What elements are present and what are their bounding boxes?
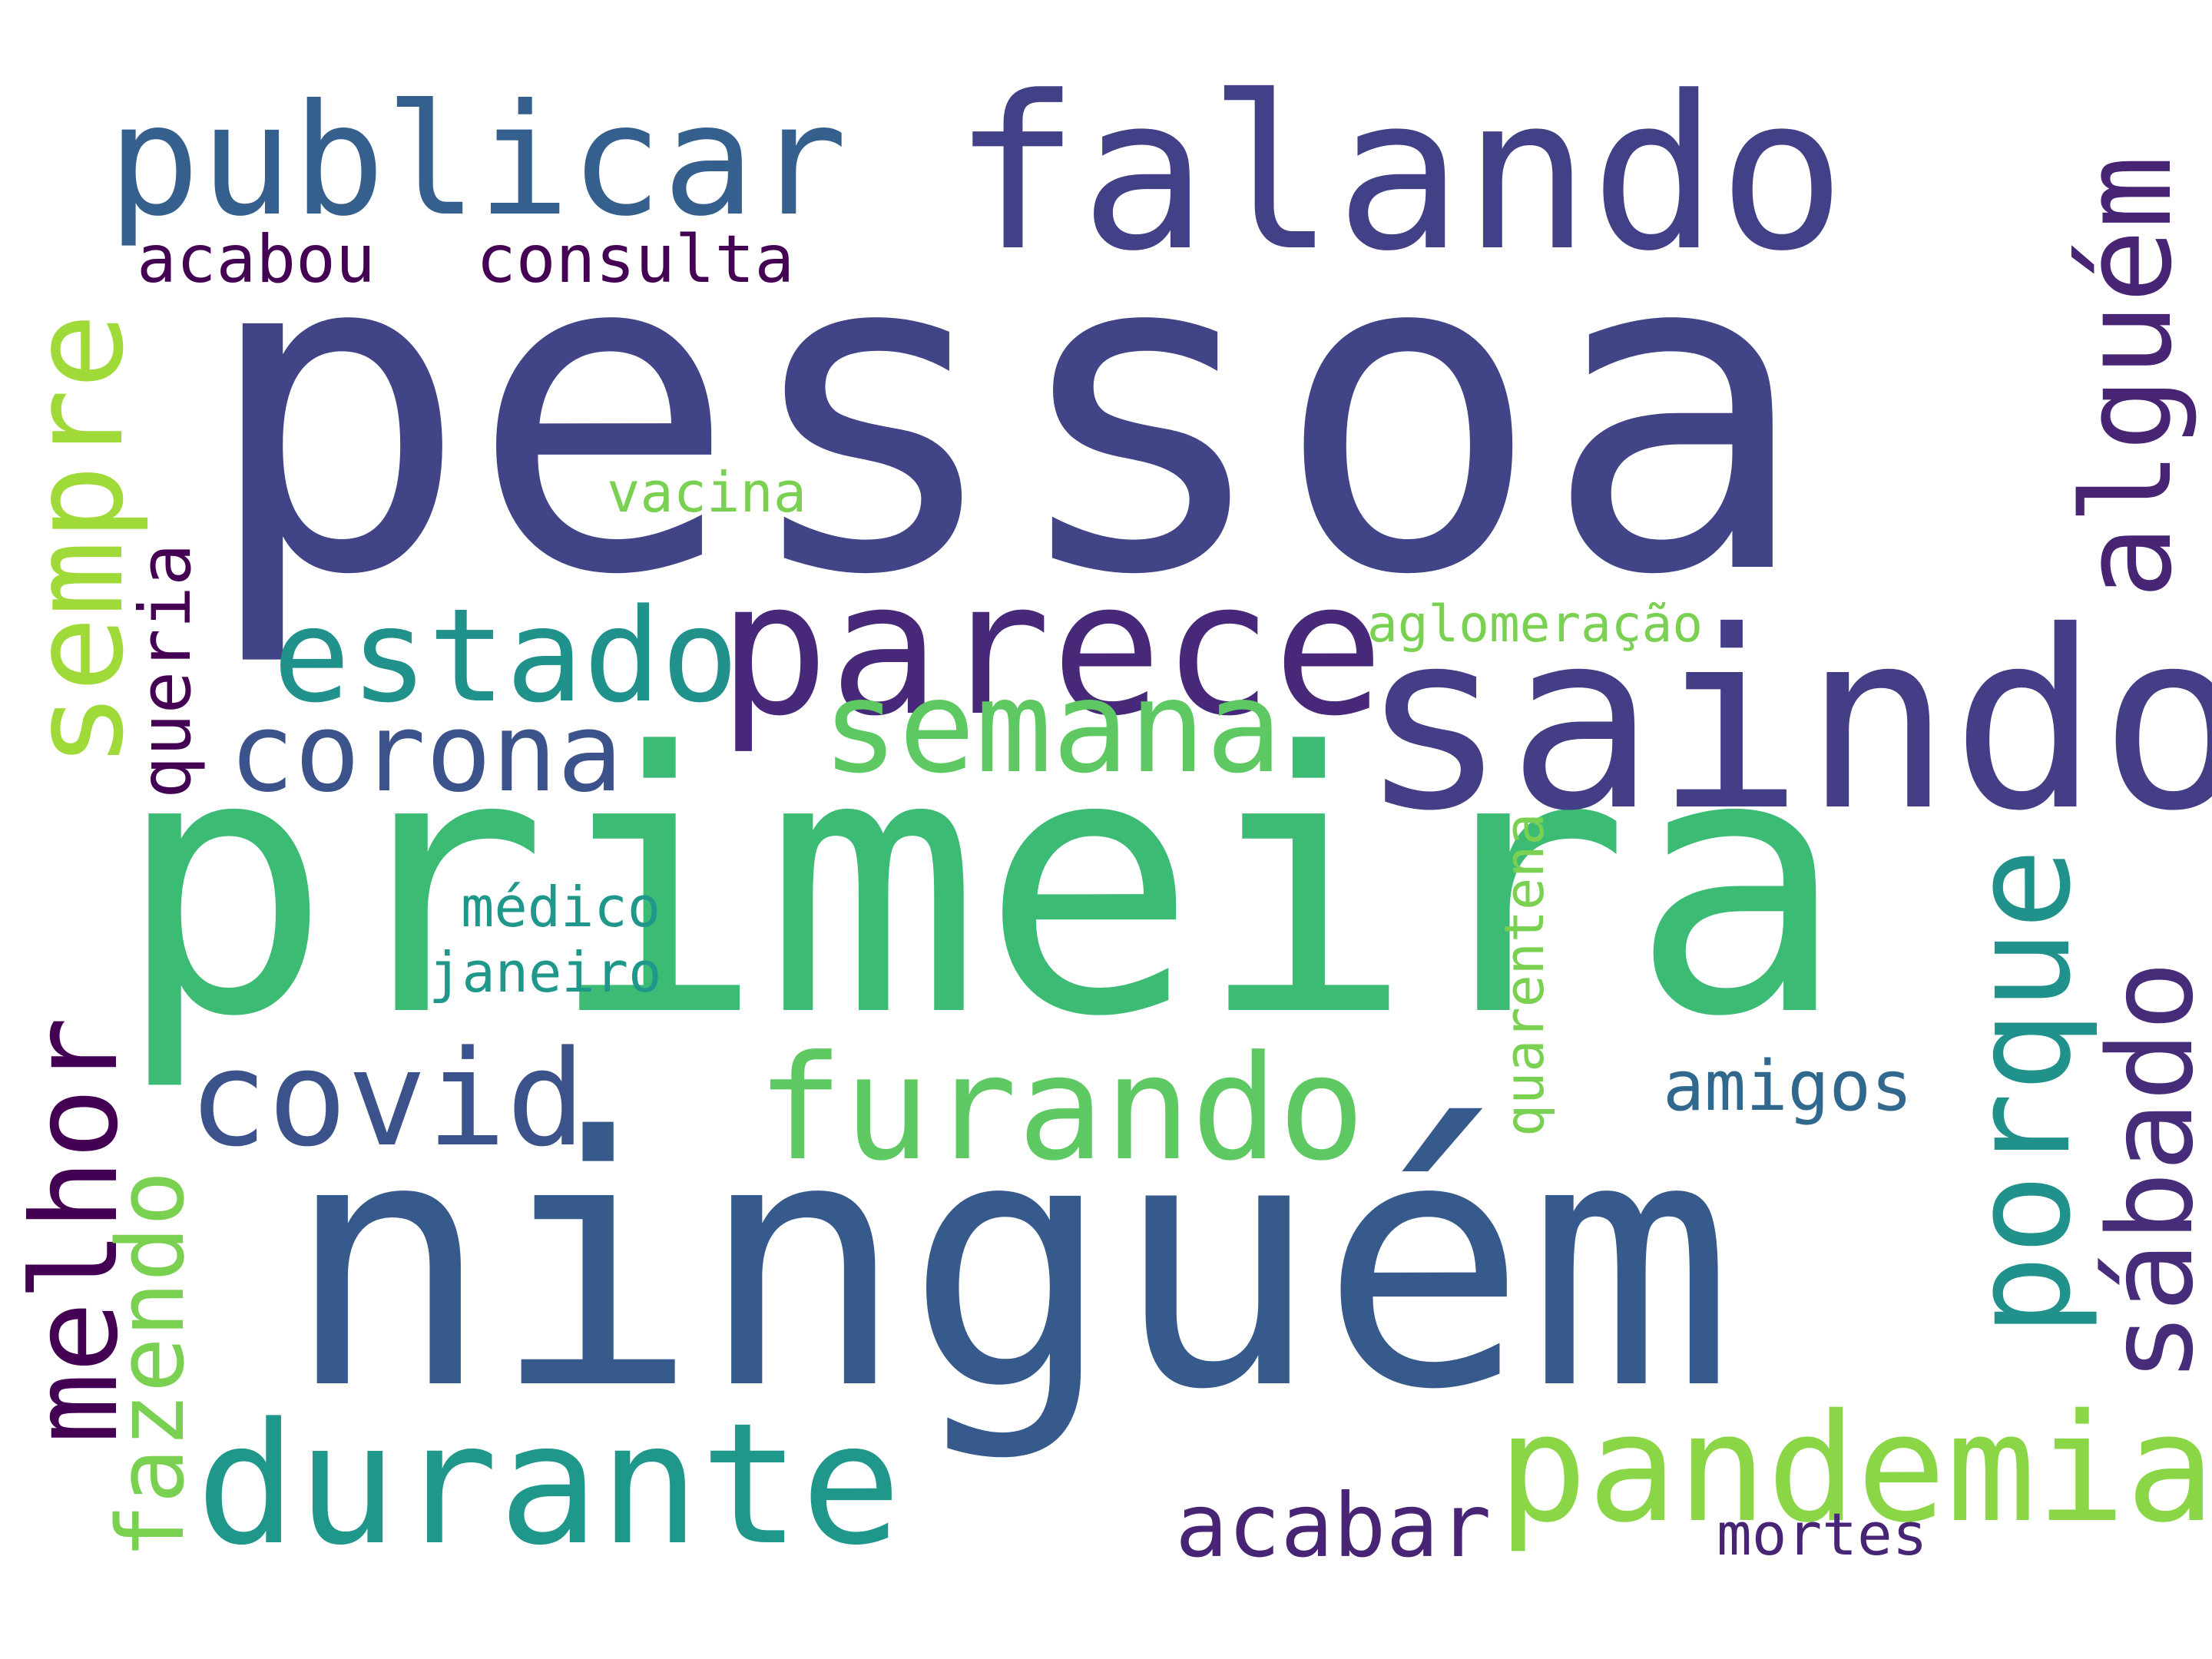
word-durante: durante: [196, 1388, 902, 1582]
word-acabar: acabar: [1175, 1475, 1492, 1577]
word-sabado: sábado: [2083, 960, 2212, 1382]
word-alguem: alguém: [2055, 155, 2199, 599]
word-vacina: vacina: [607, 460, 807, 525]
word-janeiro: janeiro: [429, 940, 662, 1005]
word-parece: parece: [718, 541, 1384, 757]
word-amigos: amigos: [1663, 1046, 1913, 1127]
word-fazendo: fazendo: [98, 1171, 205, 1559]
word-quarentena: quarentena: [1493, 813, 1556, 1137]
word-queria: queria: [124, 543, 207, 799]
word-furando: furando: [757, 1025, 1366, 1193]
word-semana: semana: [822, 654, 1283, 802]
word-covid: covid: [188, 1022, 586, 1176]
word-aglomeracao: aglomeração: [1367, 594, 1704, 654]
word-acabou: acabou: [137, 221, 376, 298]
word-corona: corona: [229, 690, 623, 816]
word-consulta: consulta: [476, 221, 795, 298]
word-porque: porque: [1943, 848, 2101, 1336]
word-publicar: publicar: [108, 71, 848, 250]
word-primeira: primeira: [115, 677, 1847, 1095]
word-estado: estado: [273, 581, 739, 731]
word-falando: falando: [952, 51, 1846, 298]
word-saindo: saindo: [1359, 579, 2212, 865]
word-ninguem: ninguém: [284, 1064, 1735, 1465]
word-medico: médico: [461, 875, 661, 939]
word-pandemia: pandemia: [1498, 1382, 2212, 1555]
word-sempre: sempre: [5, 313, 151, 768]
word-mortes: mortes: [1717, 1500, 1928, 1568]
word-pessoa: pessoa: [201, 154, 1811, 672]
